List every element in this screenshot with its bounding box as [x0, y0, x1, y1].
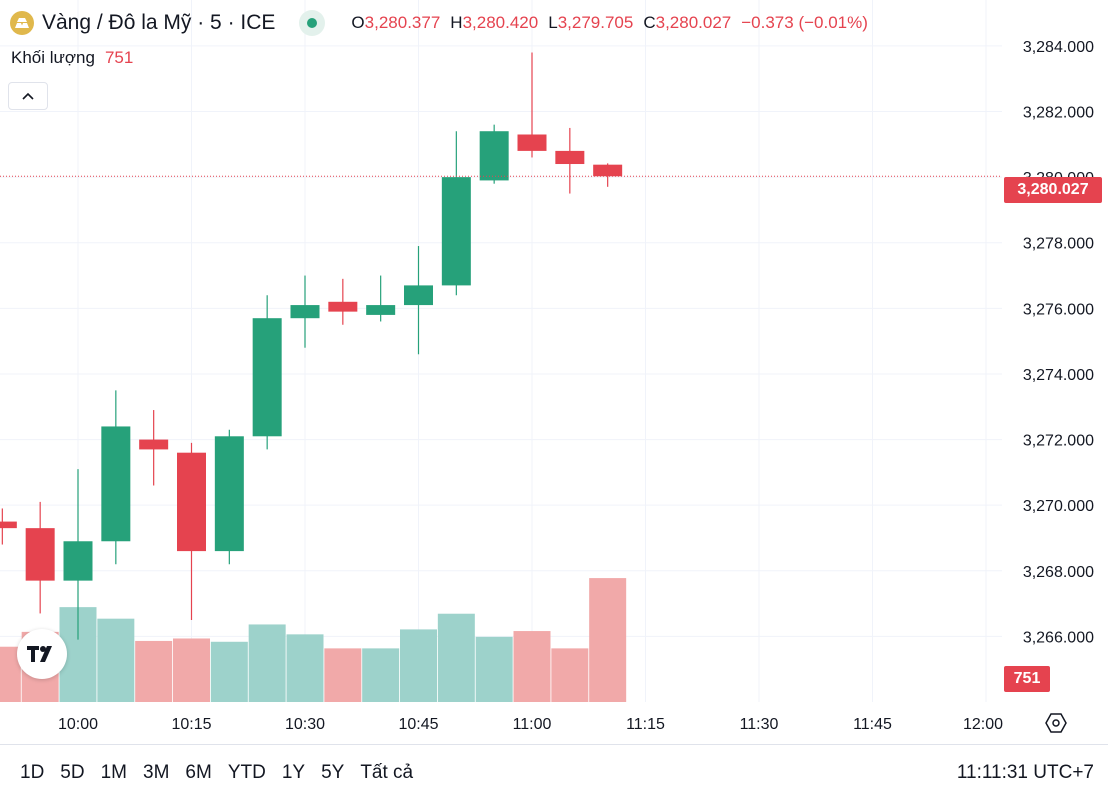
candle-body — [0, 521, 17, 529]
clock[interactable]: 11:11:31 UTC+7 — [956, 762, 1094, 783]
candle-body — [404, 285, 433, 306]
candle-body — [101, 426, 131, 542]
volume-bar — [97, 618, 135, 702]
grid — [0, 0, 1002, 702]
volume-bar — [589, 578, 627, 702]
x-tick-label: 10:15 — [171, 716, 211, 733]
candle-body — [517, 134, 547, 151]
y-tick-label: 3,278.000 — [1023, 236, 1094, 253]
x-tick-label: 10:45 — [398, 716, 438, 733]
candle-body — [593, 164, 623, 177]
volume-value: 751 — [104, 48, 134, 67]
x-tick-label: 11:45 — [853, 716, 892, 733]
candle-body — [441, 177, 471, 286]
period-button[interactable]: 3M — [143, 762, 170, 783]
volume-bar — [173, 638, 210, 702]
period-button[interactable]: Tất cả — [360, 762, 414, 783]
x-tick-label: 12:00 — [963, 716, 1003, 733]
volume-bar — [210, 641, 248, 702]
volume-bar — [513, 631, 551, 702]
volume-legend: Khối lượng 751 — [11, 48, 133, 68]
period-button[interactable]: 5D — [60, 762, 85, 783]
collapse-legend-button[interactable] — [8, 82, 48, 110]
volume-tag: 751 — [1004, 666, 1050, 692]
candle-body — [63, 541, 93, 581]
period-button[interactable]: 1Y — [281, 762, 306, 783]
volume-label: Khối lượng — [11, 48, 95, 67]
period-button[interactable]: 1D — [20, 762, 45, 783]
period-button[interactable]: YTD — [227, 762, 266, 783]
ohlc-value: 3,279.705 — [557, 13, 634, 32]
ohlc-value: 3,280.377 — [364, 13, 441, 32]
candle-body — [214, 436, 244, 552]
period-buttons: 1D 5D 1M 3M 6M YTD 1Y 5Y Tất cả — [20, 762, 429, 784]
x-tick-label: 10:30 — [285, 716, 325, 733]
ohlc-values: O3,280.377 H3,280.420 L3,279.705 C3,280.027… — [351, 13, 867, 33]
symbol-title[interactable]: Vàng / Đô la Mỹ · 5 · ICE — [42, 11, 276, 34]
ohlc-item: O3,280.377 — [351, 13, 440, 33]
volume-bar — [437, 613, 475, 702]
candle-body — [328, 301, 358, 312]
y-tick-label: 3,282.000 — [1023, 105, 1094, 122]
y-tick-label: 3,266.000 — [1023, 629, 1094, 646]
ohlc-key: H — [450, 13, 463, 32]
candle-body — [252, 318, 282, 437]
volume-bar — [324, 648, 362, 702]
y-tick-label: 3,268.000 — [1023, 564, 1094, 581]
ohlc-item: −0.373 (−0.01%) — [741, 13, 868, 33]
ohlc-value: −0.373 (−0.01%) — [741, 13, 868, 32]
tradingview-logo-icon[interactable] — [17, 629, 67, 679]
volume-bar — [362, 648, 400, 702]
x-tick-label: 10:00 — [58, 716, 98, 733]
y-tick-label: 3,270.000 — [1023, 498, 1094, 515]
chart-header: Vàng / Đô la Mỹ · 5 · ICE O3,280.377 H3,2… — [10, 9, 868, 37]
chart-canvas[interactable]: 3,284.0003,282.0003,280.0003,278.0003,27… — [0, 0, 1108, 744]
ohlc-item: H3,280.420 — [450, 13, 538, 33]
volume-bar — [551, 648, 589, 702]
period-button[interactable]: 6M — [185, 762, 212, 783]
x-tick-label: 11:15 — [626, 716, 665, 733]
price-axis[interactable]: 3,284.0003,282.0003,280.0003,278.0003,27… — [1023, 39, 1094, 646]
ohlc-value: 3,280.420 — [462, 13, 539, 32]
period-button[interactable]: 5Y — [321, 762, 345, 783]
volume-bar — [475, 636, 513, 702]
candle-body — [479, 131, 509, 181]
settings-hexagon-icon[interactable] — [1044, 711, 1068, 735]
ohlc-key: L — [548, 13, 558, 32]
live-status — [299, 10, 326, 36]
y-tick-label: 3,276.000 — [1023, 301, 1094, 318]
ohlc-item: L3,279.705 — [548, 13, 633, 33]
y-tick-label: 3,274.000 — [1023, 367, 1094, 384]
x-tick-label: 11:30 — [740, 716, 779, 733]
volume-bar — [248, 624, 286, 702]
time-axis[interactable]: 10:00 10:15 10:30 10:45 11:00 11:15 11:30 11:45… — [58, 716, 1003, 733]
ohlc-value: 3,280.027 — [655, 13, 732, 32]
gold-logo-icon[interactable] — [10, 11, 34, 35]
y-tick-label: 3,272.000 — [1023, 433, 1094, 450]
live-dot-icon — [307, 18, 318, 28]
volume-bar — [286, 634, 324, 702]
candles — [0, 52, 623, 640]
candle-body — [25, 528, 55, 581]
current-price-tag: 3,280.027 — [1004, 177, 1102, 203]
volume-bar — [135, 640, 173, 702]
y-tick-label: 3,284.000 — [1023, 39, 1094, 56]
candle-body — [139, 439, 169, 450]
ohlc-item: C3,280.027 — [643, 13, 731, 33]
ohlc-key: C — [643, 13, 656, 32]
candle-body — [177, 452, 206, 552]
candle-body — [290, 305, 320, 319]
ohlc-key: O — [351, 13, 365, 32]
candle-body — [555, 150, 585, 165]
volume-bar — [400, 629, 437, 702]
period-button[interactable]: 1M — [100, 762, 127, 783]
bottom-toolbar: 1D 5D 1M 3M 6M YTD 1Y 5Y Tất cả 11:11:31 UTC+7 — [0, 744, 1108, 797]
candle-body — [366, 305, 396, 315]
volume-bar — [0, 646, 21, 702]
chevron-up-icon — [22, 92, 34, 100]
x-tick-label: 11:00 — [513, 716, 552, 733]
